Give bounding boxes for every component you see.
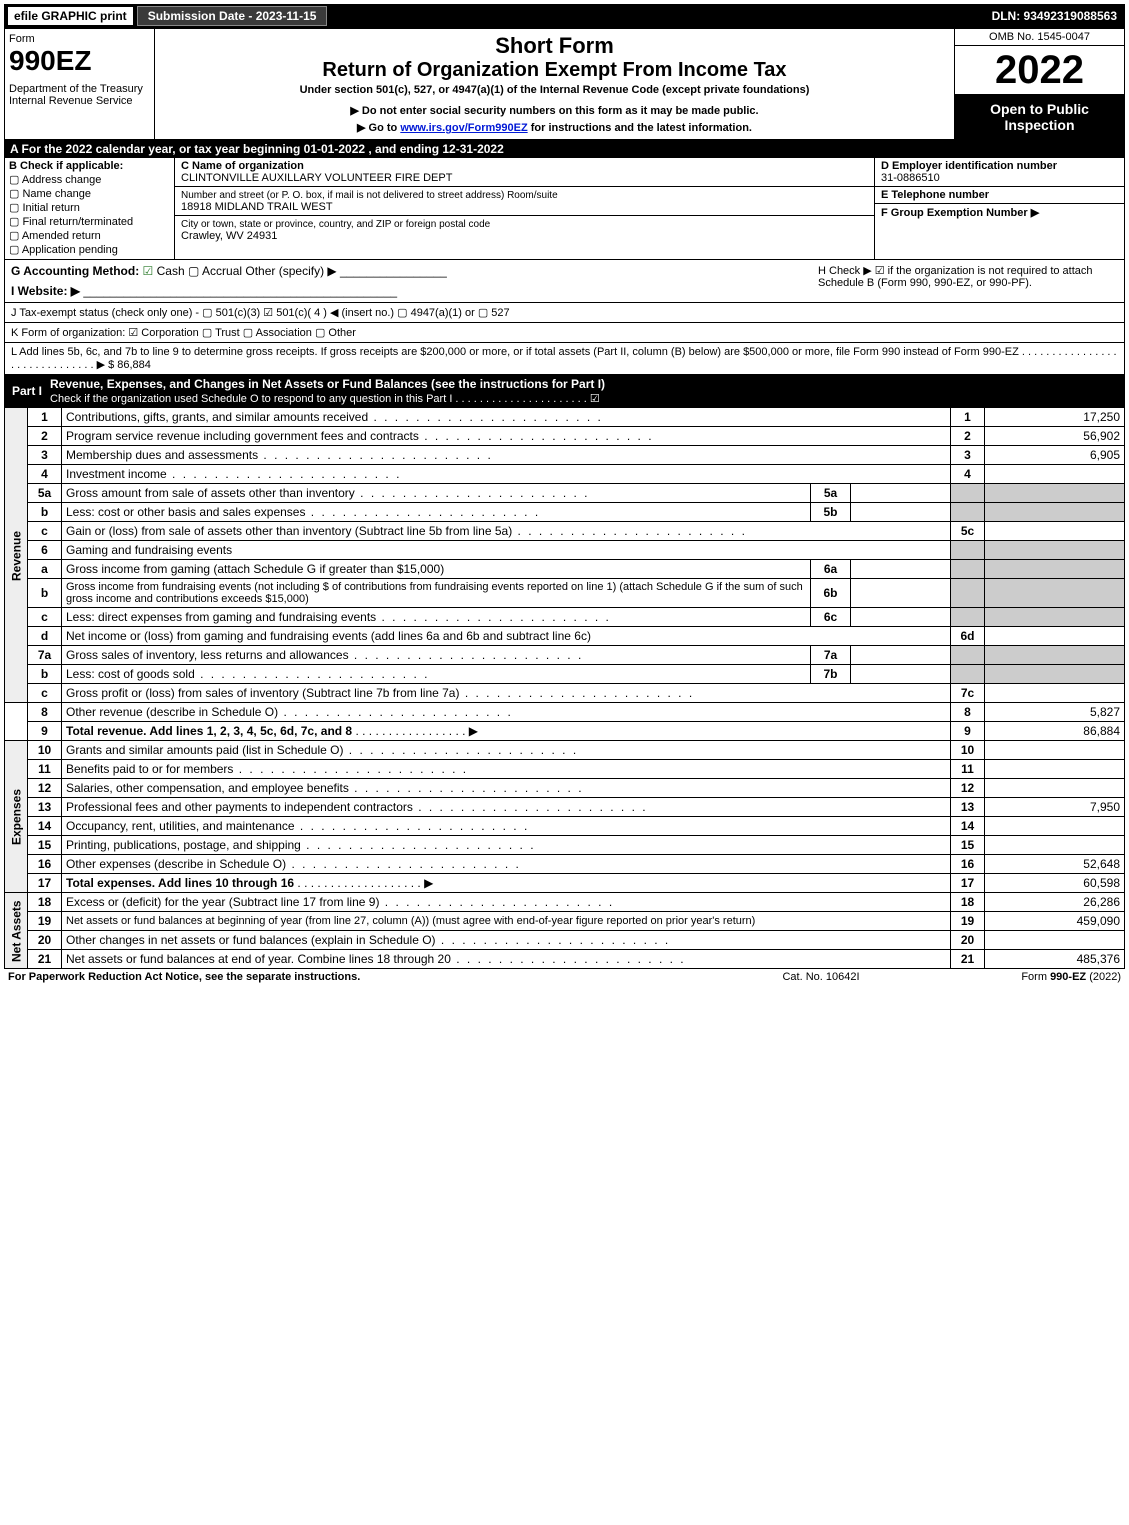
chk-name-change[interactable]: Name change [9, 187, 170, 200]
row-l: L Add lines 5b, 6c, and 7b to line 9 to … [4, 343, 1125, 375]
e-label: E Telephone number [881, 189, 989, 201]
row-g-h-i: G Accounting Method: Cash Accrual Other … [4, 260, 1125, 303]
short-form-title: Short Form [163, 33, 946, 59]
line-desc: Contributions, gifts, grants, and simila… [62, 408, 951, 427]
g-label: G Accounting Method: [11, 264, 139, 278]
org-name: CLINTONVILLE AUXILLARY VOLUNTEER FIRE DE… [181, 172, 452, 184]
chk-amended-return[interactable]: Amended return [9, 229, 170, 242]
part-i-label: Part I [12, 384, 50, 398]
chk-address-change[interactable]: Address change [9, 173, 170, 186]
ein: 31-0886510 [881, 172, 940, 184]
col-c: C Name of organization CLINTONVILLE AUXI… [175, 158, 874, 259]
city: Crawley, WV 24931 [181, 230, 277, 242]
h-schedule-b: H Check ▶ ☑ if the organization is not r… [818, 264, 1118, 298]
i-website: I Website: ▶ [11, 284, 80, 298]
page-footer: For Paperwork Reduction Act Notice, see … [4, 969, 1125, 985]
expenses-side-label: Expenses [5, 741, 28, 893]
under-section: Under section 501(c), 527, or 4947(a)(1)… [163, 84, 946, 96]
top-bar: efile GRAPHIC print Submission Date - 20… [4, 4, 1125, 28]
line-num: 1 [28, 408, 62, 427]
row-j: J Tax-exempt status (check only one) - ▢… [4, 303, 1125, 323]
omb-number: OMB No. 1545-0047 [955, 29, 1124, 46]
revenue-side-label: Revenue [5, 408, 28, 703]
form-word: Form [9, 33, 150, 45]
tax-year: 2022 [955, 46, 1124, 95]
chk-cash[interactable]: Cash [143, 264, 185, 278]
open-inspection: Open to Public Inspection [955, 95, 1124, 139]
irs-link[interactable]: www.irs.gov/Form990EZ [400, 122, 527, 134]
ssn-warning: ▶ Do not enter social security numbers o… [163, 104, 946, 117]
footer-formref: Form 990-EZ (2022) [921, 971, 1121, 983]
footer-catno: Cat. No. 10642I [721, 971, 921, 983]
goto-line: ▶ Go to www.irs.gov/Form990EZ for instru… [163, 121, 946, 134]
chk-initial-return[interactable]: Initial return [9, 201, 170, 214]
street: 18918 MIDLAND TRAIL WEST [181, 201, 333, 213]
dept-label: Department of the Treasury Internal Reve… [9, 83, 150, 107]
line-out: 1 [951, 408, 985, 427]
block-b-to-f: B Check if applicable: Address change Na… [4, 158, 1125, 260]
form-number: 990EZ [9, 45, 150, 77]
c-label: C Name of organization [181, 160, 304, 172]
part-i-title: Revenue, Expenses, and Changes in Net As… [50, 377, 605, 391]
part-i-bar: Part I Revenue, Expenses, and Changes in… [4, 375, 1125, 407]
row-a-period: A For the 2022 calendar year, or tax yea… [4, 140, 1125, 158]
footer-left: For Paperwork Reduction Act Notice, see … [8, 971, 721, 983]
line-val: 17,250 [985, 408, 1125, 427]
street-label: Number and street (or P. O. box, if mail… [181, 190, 558, 201]
return-title: Return of Organization Exempt From Incom… [163, 59, 946, 82]
col-def: D Employer identification number 31-0886… [874, 158, 1124, 259]
d-label: D Employer identification number [881, 160, 1057, 172]
row-k: K Form of organization: ☑ Corporation ▢ … [4, 323, 1125, 343]
g-other: Other (specify) ▶ [245, 264, 336, 278]
f-label: F Group Exemption Number ▶ [881, 207, 1039, 219]
chk-final-return[interactable]: Final return/terminated [9, 215, 170, 228]
lines-table: Revenue 1 Contributions, gifts, grants, … [4, 407, 1125, 969]
chk-accrual[interactable]: Accrual [188, 264, 242, 278]
city-label: City or town, state or province, country… [181, 219, 490, 230]
b-head: B Check if applicable: [9, 160, 170, 172]
submission-date: Submission Date - 2023-11-15 [137, 6, 328, 26]
efile-label: efile GRAPHIC print [8, 7, 133, 25]
dln: DLN: 93492319088563 [992, 9, 1121, 23]
form-header: Form 990EZ Department of the Treasury In… [4, 28, 1125, 140]
col-b: B Check if applicable: Address change Na… [5, 158, 175, 259]
part-i-check: Check if the organization used Schedule … [50, 393, 600, 405]
netassets-side-label: Net Assets [5, 893, 28, 969]
chk-application-pending[interactable]: Application pending [9, 243, 170, 256]
